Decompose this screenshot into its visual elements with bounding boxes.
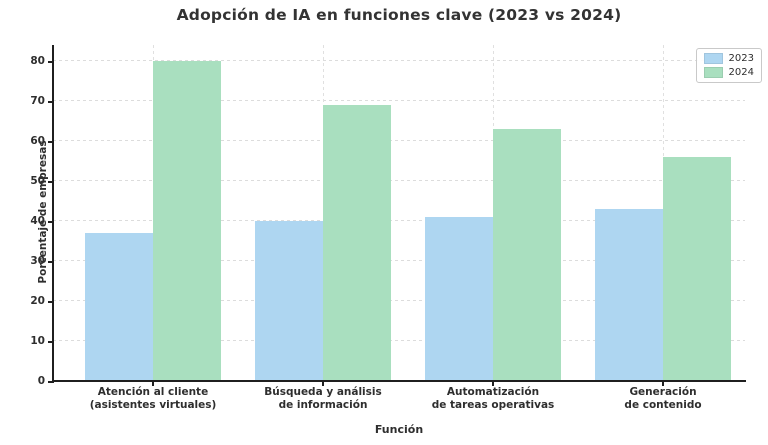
h-gridline-40 (53, 220, 745, 221)
y-tick-mark-30 (48, 261, 53, 263)
h-gridline-80 (53, 60, 745, 61)
x-tick-mark-0 (152, 381, 154, 386)
h-gridline-20 (53, 300, 745, 301)
legend-entry-2023: 2023 (703, 53, 754, 64)
legend-swatch-2023 (703, 53, 723, 64)
x-axis-spine (52, 380, 746, 382)
h-gridline-30 (53, 260, 745, 261)
y-tick-mark-50 (48, 181, 53, 183)
bar-2024-cat1 (323, 105, 391, 381)
y-axis-spine (52, 45, 54, 383)
y-tick-mark-80 (48, 61, 53, 63)
y-tick-label-20: 20 (30, 295, 45, 307)
x-tick-mark-3 (662, 381, 664, 386)
bar-2024-cat2 (493, 129, 561, 381)
y-tick-mark-70 (48, 101, 53, 103)
x-tick-label-0: Atención al cliente (asistentes virtuale… (89, 386, 217, 411)
h-gridline-10 (53, 340, 745, 341)
y-tick-label-80: 80 (30, 55, 45, 67)
plot-area (53, 45, 745, 381)
y-tick-mark-40 (48, 221, 53, 223)
y-tick-mark-60 (48, 141, 53, 143)
bar-2024-cat0 (153, 61, 221, 381)
y-tick-label-60: 60 (30, 135, 45, 147)
x-tick-mark-2 (492, 381, 494, 386)
legend: 2023 2024 (695, 48, 762, 83)
h-gridline-60 (53, 140, 745, 141)
bar-2023-cat1 (255, 221, 323, 381)
y-tick-mark-20 (48, 301, 53, 303)
legend-swatch-2024 (703, 67, 723, 78)
legend-label-2023: 2023 (728, 53, 754, 64)
y-tick-label-70: 70 (30, 95, 45, 107)
x-tick-label-2: Automatización de tareas operativas (431, 386, 555, 411)
y-tick-label-40: 40 (30, 215, 45, 227)
x-tick-mark-1 (322, 381, 324, 386)
x-tick-label-3: Generación de contenido (624, 386, 702, 411)
bar-2024-cat3 (663, 157, 731, 381)
chart-title: Adopción de IA en funciones clave (2023 … (176, 6, 622, 24)
x-axis-label: Función (374, 423, 424, 436)
y-tick-label-30: 30 (30, 255, 45, 267)
bar-2023-cat0 (85, 233, 153, 381)
h-gridline-50 (53, 180, 745, 181)
h-gridline-70 (53, 100, 745, 101)
y-tick-mark-0 (48, 381, 53, 383)
legend-entry-2024: 2024 (703, 67, 754, 78)
bar-2023-cat2 (425, 217, 493, 381)
bar-2023-cat3 (595, 209, 663, 381)
y-tick-label-0: 0 (37, 375, 45, 387)
y-axis-label: Porcentaje de empresas (37, 140, 49, 284)
y-tick-label-50: 50 (30, 175, 45, 187)
y-tick-mark-10 (48, 341, 53, 343)
x-tick-label-1: Búsqueda y análisis de información (264, 386, 382, 411)
y-tick-label-10: 10 (30, 335, 45, 347)
legend-label-2024: 2024 (728, 67, 754, 78)
